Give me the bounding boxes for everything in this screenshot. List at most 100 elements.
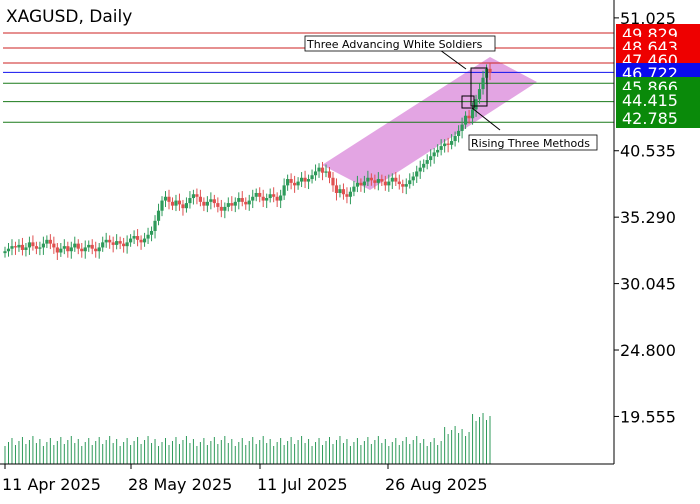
candle-body-8 [31,242,35,247]
candle-body-117 [411,176,415,181]
axes-group: 51.025 40.535 35.290 30.045 24.800 19.555 11 A… [0,0,676,494]
candle-body-21 [76,243,80,249]
rising-methods-pointer [471,107,501,131]
candle-body-31 [111,242,115,245]
candle-body-1 [6,248,11,252]
candle-body-13 [48,239,52,244]
candle-body-47 [167,196,171,202]
candle-body-96 [338,189,342,193]
candle-body-127 [446,143,450,145]
candle-body-34 [122,243,126,247]
candle-body-108 [380,179,384,182]
candle-body-56 [198,196,202,202]
candle-body-54 [191,194,196,199]
x-tick-label-3: 26 Aug 2025 [385,475,488,494]
candle-body-115 [404,184,408,187]
volume-group [4,413,491,464]
candle-body-113 [397,181,401,185]
soldiers-label-box [304,35,496,52]
candle-body-6 [24,247,28,250]
candle-body-16 [59,248,63,253]
price-labels-group: 49.82948.64347.46046.72245.86644.41542.7… [616,24,700,128]
candle-body-50 [177,200,182,205]
candle-body-36 [129,238,133,243]
candle-body-73 [258,192,262,197]
candle-body-101 [355,182,360,187]
x-tick-label-2: 11 Jul 2025 [257,475,348,494]
level-lines-group [3,32,614,123]
candle-body-23 [83,247,87,252]
rising-methods-label: Rising Three Methods [471,137,590,150]
candle-body-24 [87,244,91,248]
candle-body-92 [324,171,328,173]
candle-body-41 [146,234,150,239]
candle-body-124 [436,149,440,153]
candle-body-102 [359,182,363,186]
candle-body-126 [443,143,447,147]
candle-body-95 [334,185,339,193]
candle-body-66 [233,201,237,206]
candle-body-59 [209,199,213,202]
candle-body-5 [20,244,25,250]
candle-body-100 [352,186,356,192]
price-label-5: 44.415 [622,91,678,110]
price-label-6: 42.785 [622,109,678,128]
candle-body-132 [463,115,468,125]
candle-body-94 [331,177,335,186]
soldiers-pointer [439,49,467,70]
y-tick-label-3: 30.045 [620,275,676,294]
candle-body-105 [369,177,373,181]
candle-body-125 [439,146,443,150]
candle-body-55 [195,194,199,197]
candle-body-75 [265,198,269,201]
candle-body-35 [125,242,129,247]
candle-body-63 [223,206,227,211]
candle-body-14 [52,243,56,248]
y-tick-label-4: 24.800 [620,341,676,360]
candle-body-29 [104,239,108,243]
candle-body-19 [69,247,73,252]
candle-body-72 [254,192,258,197]
candle-body-89 [313,171,318,176]
candle-body-136 [477,89,482,100]
candle-body-129 [453,135,457,142]
channel-group [322,57,537,190]
candle-body-33 [118,241,122,244]
chart-title: XAGUSD, Daily [6,7,132,27]
candle-body-139 [488,68,492,73]
candle-body-116 [408,180,412,185]
candle-body-134 [470,109,475,119]
candle-body-9 [34,246,39,249]
candle-body-28 [101,242,105,248]
candle-body-3 [13,246,18,248]
candle-body-128 [450,141,454,145]
candle-body-45 [160,200,164,211]
candle-body-76 [268,194,272,199]
candle-body-46 [163,196,168,201]
candle-body-53 [188,198,192,204]
soldiers-label: Three Advancing White Soldiers [306,38,483,51]
candle-body-131 [460,124,464,131]
candle-body-99 [348,191,353,197]
candle-body-78 [275,196,279,201]
candle-body-37 [132,236,136,239]
candle-body-110 [387,181,391,186]
candle-body-22 [80,248,84,252]
candle-body-123 [432,152,436,157]
x-tick-label-0: 11 Apr 2025 [2,475,101,494]
price-label-bg-6 [616,108,700,128]
candle-body-40 [142,238,147,243]
candle-body-38 [135,236,140,240]
candle-body-98 [345,194,349,197]
y-tick-label-0: 51.025 [620,9,676,28]
candle-body-18 [66,246,70,252]
candle-body-137 [481,77,485,90]
candle-body-112 [394,177,398,182]
candle-body-52 [184,203,189,209]
candle-body-65 [230,203,234,206]
candle-body-118 [415,171,419,177]
candle-body-44 [156,210,161,221]
candle-body-104 [366,177,370,182]
